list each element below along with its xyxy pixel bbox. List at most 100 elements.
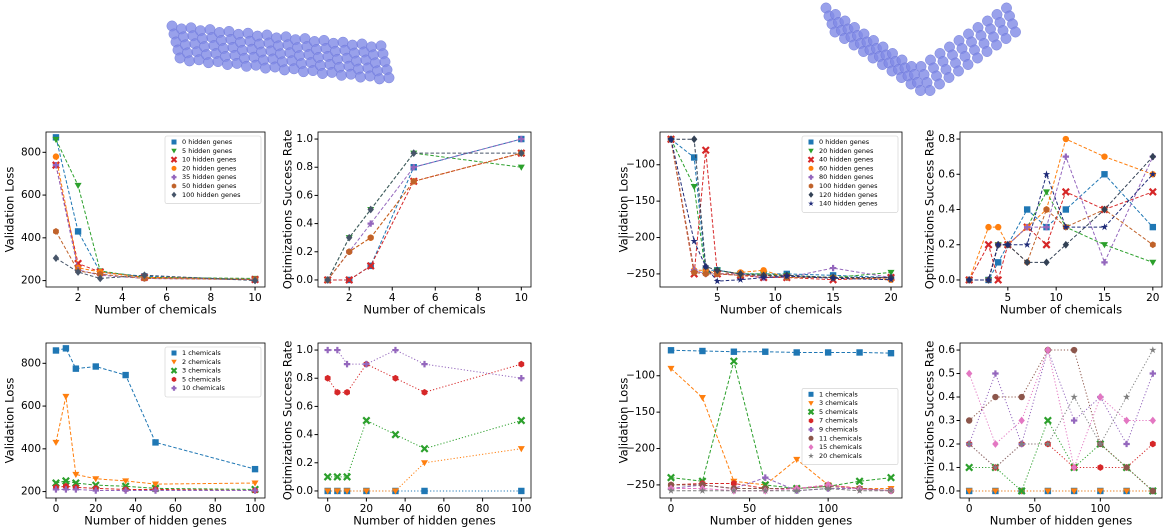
legend-marker [808,200,814,207]
data-point [1070,417,1078,424]
bead [260,62,271,74]
legend-marker [808,139,814,145]
bead [943,72,955,83]
data-point [1123,488,1131,495]
bead [241,60,252,72]
data-point [367,205,374,214]
legend-label: 9 chemicals [819,426,858,434]
data-point [1096,440,1105,448]
data-point [1062,240,1070,249]
data-point [61,476,70,485]
data-point [1100,242,1109,249]
data-point [52,136,60,144]
bead [317,68,328,79]
data-point [517,446,525,453]
data-point [698,395,706,402]
y-tick-label: −250 [626,479,655,491]
data-point [965,488,973,495]
legend-box [164,346,262,398]
y-axis-label: Optimizations Success Rate [923,341,937,501]
x-tick-label: 10 [248,292,261,304]
data-point [737,270,744,278]
data-point [1043,258,1050,267]
y-tick-label: −200 [626,232,655,244]
legend-label: 3 chemicals [819,399,858,407]
data-point [667,347,675,354]
data-point [151,481,160,488]
legend-box [164,135,262,204]
data-point [92,487,99,494]
data-point [793,349,800,356]
data-point [887,349,895,357]
data-point [122,478,130,485]
bead [953,65,964,77]
data-point [152,487,159,494]
y-tick-label: 800 [21,357,41,369]
legend-marker [808,401,814,406]
data-point [518,360,525,368]
legend-label: 120 hidden genes [819,191,878,199]
y-tick-label: 400 [21,443,41,455]
legend-label: 20 hidden genes [819,147,874,155]
data-point [856,349,863,356]
data-point [62,482,69,490]
data-point [730,348,738,355]
data-point [344,388,350,396]
y-tick-label: 0.4 [296,429,313,441]
data-point [1062,135,1070,143]
y-tick-label: −150 [626,406,655,418]
data-point [324,346,331,354]
series-line [327,152,522,281]
legend-marker [808,418,814,424]
y-axis-label: Validation Loss [3,167,17,253]
y-tick-label: 0.0 [296,274,313,286]
y-tick-label: 600 [21,400,41,412]
data-point [690,154,698,161]
data-point [729,357,738,366]
bead [184,55,195,67]
y-axis-label: Validation Loss [3,378,17,464]
data-point [991,463,1000,471]
x-tick-label: 0 [324,503,331,515]
data-point [367,234,374,242]
series-line [968,348,1154,446]
legend-label: 100 hidden genes [182,191,241,199]
data-point [793,486,801,494]
legend-label: 3 chemicals [182,367,221,375]
legend-label: 5 chemicals [182,375,221,383]
x-tick-label: 6 [163,292,170,304]
x-tick-label: 50 [1028,503,1041,515]
x-axis-label: Number of hidden genes [353,514,495,528]
data-point [855,477,864,486]
series-line [968,348,1153,470]
legend-label: 140 hidden genes [819,200,878,208]
y-tick-label: 0.8 [296,161,313,173]
y-axis-label: Optimizations Success Rate [281,130,295,290]
x-tick-label: 5 [714,292,721,304]
data-point [829,264,837,272]
series-line [670,361,892,490]
data-point [92,476,100,483]
data-point [517,164,525,171]
x-tick-label: 10 [769,292,782,304]
bead [991,39,1002,51]
data-point [1018,416,1025,425]
x-tick-label: 20 [360,503,373,515]
x-tick-label: 80 [209,503,222,515]
data-point [992,440,999,448]
data-point [421,388,428,396]
data-point [1070,463,1078,472]
data-point [518,135,525,143]
x-tick-label: 100 [511,503,531,515]
data-point [345,275,354,284]
data-point [1101,153,1108,160]
data-point [690,184,698,191]
y-tick-label: 0.1 [938,461,955,473]
data-point [714,266,721,275]
series-line [968,349,1154,469]
data-point [122,487,129,494]
legend-marker [808,435,814,441]
legend-marker [171,385,177,391]
data-point [762,348,769,355]
legend-label: 50 hidden genes [182,182,237,190]
